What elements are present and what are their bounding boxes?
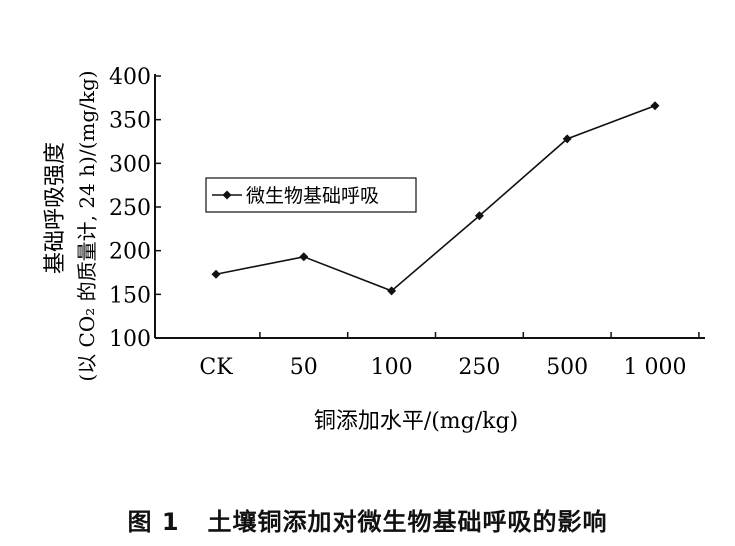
- x-tick-label: 250: [458, 355, 500, 380]
- y-tick-label: 250: [109, 196, 151, 221]
- data-point-marker: [299, 252, 309, 262]
- y-axis-label-line2: (以 CO₂ 的质量计, 24 h)/(mg/kg): [75, 70, 99, 381]
- series-layer: [211, 101, 660, 296]
- y-tick-label: 400: [109, 65, 151, 90]
- x-tick-label: 1 000: [624, 355, 687, 380]
- legend-marker: [222, 190, 232, 200]
- y-tick-label: 150: [109, 283, 151, 308]
- y-axis-label-line1: 基础呼吸强度: [43, 142, 68, 274]
- y-tick-label: 350: [109, 109, 151, 134]
- data-point-marker: [211, 269, 221, 279]
- legend: 微生物基础呼吸: [205, 177, 417, 213]
- data-point-marker: [650, 101, 660, 111]
- x-tick-label: 100: [371, 355, 413, 380]
- legend-label: 微生物基础呼吸: [246, 185, 379, 207]
- data-point-marker: [474, 211, 484, 221]
- data-point-marker: [387, 286, 397, 296]
- caption-number: 图 1: [127, 508, 180, 536]
- x-axis-label: 铜添加水平/(mg/kg): [314, 409, 518, 434]
- figure-caption: 图 1 土壤铜添加对微生物基础呼吸的影响: [0, 502, 735, 537]
- series-line: [215, 104, 656, 292]
- x-tick-label: 50: [290, 355, 318, 380]
- data-point-marker: [562, 134, 572, 144]
- x-tick-label: 500: [546, 355, 588, 380]
- y-ticks: 100 150 200 250 300 350 400: [109, 65, 161, 352]
- caption-text: 土壤铜添加对微生物基础呼吸的影响: [207, 508, 608, 536]
- y-tick-label: 100: [109, 327, 151, 352]
- x-ticks: CK 50 100 250 500 1 000: [199, 332, 700, 380]
- y-tick-label: 300: [109, 152, 151, 177]
- x-tick-label: CK: [199, 355, 233, 380]
- y-tick-label: 200: [109, 240, 151, 265]
